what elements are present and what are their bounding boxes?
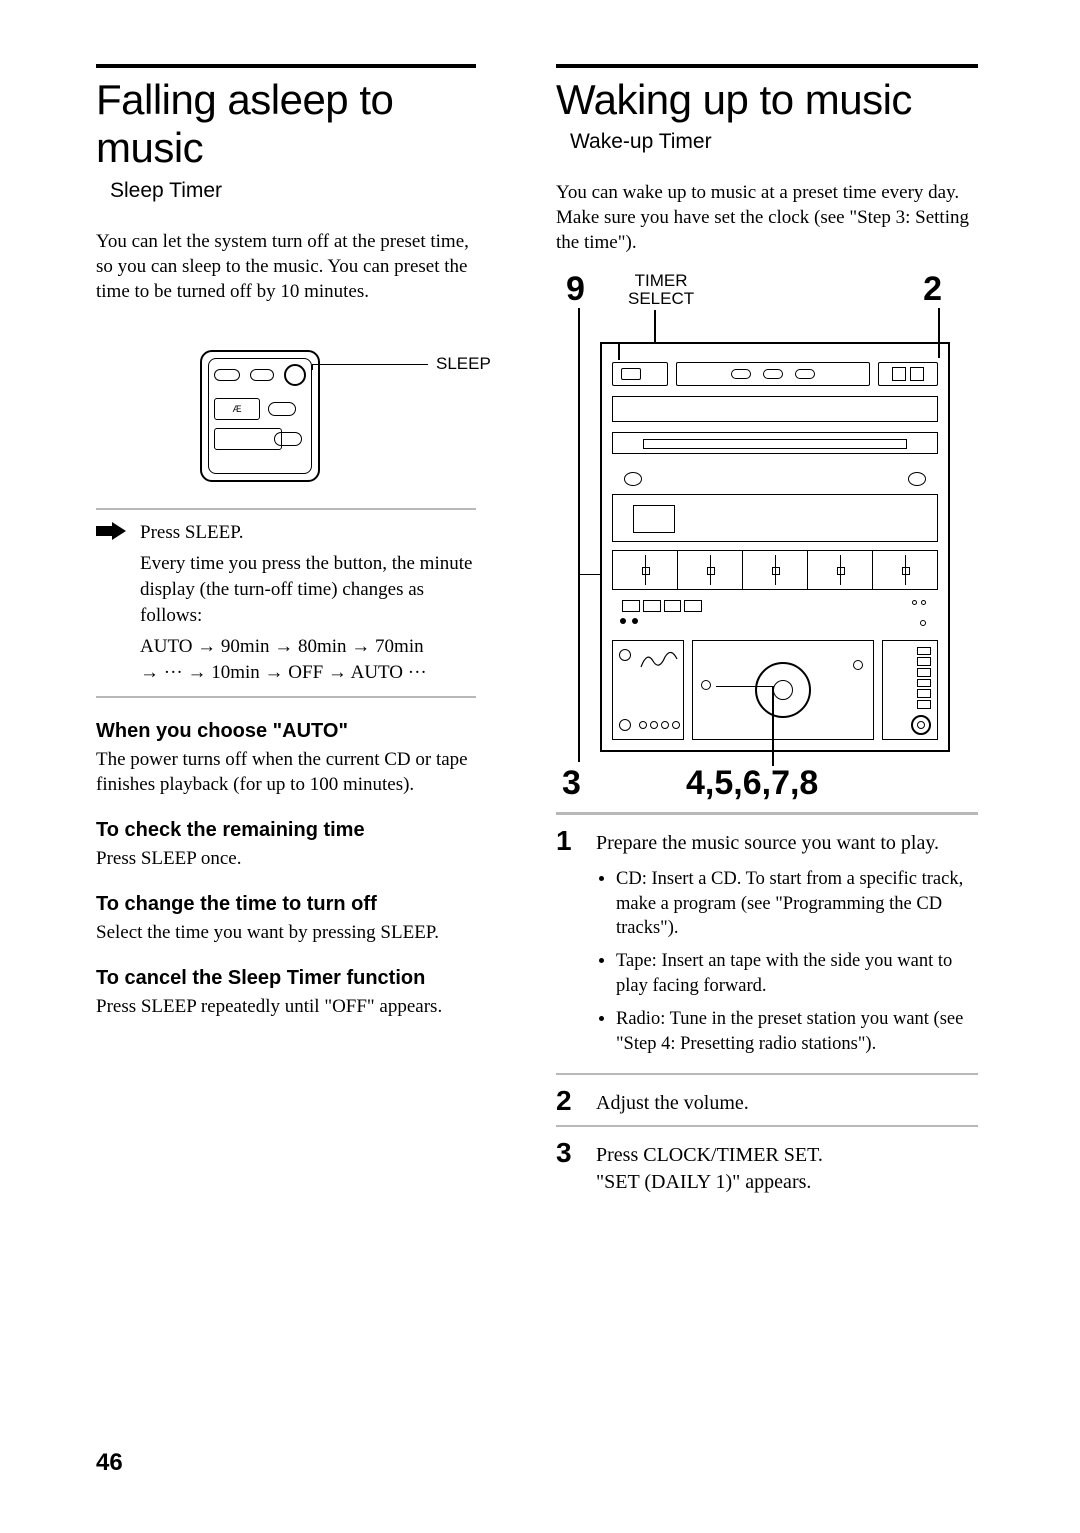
stereo-diagram: 9 TIMER SELECT 2 3 4,5,6,7,8 xyxy=(556,274,978,804)
heading-when-auto: When you choose "AUTO" xyxy=(96,720,476,743)
page-number: 46 xyxy=(96,1449,123,1477)
sleep-intro: You can let the system turn off at the p… xyxy=(96,229,476,304)
heading-change-time: To change the time to turn off xyxy=(96,893,476,916)
step-3-line2: "SET (DAILY 1)" appears. xyxy=(596,1169,978,1196)
section-rule-right xyxy=(556,64,978,68)
subhead-sleep-timer: Sleep Timer xyxy=(110,179,476,203)
step-1-cd: CD: Insert a CD. To start from a specifi… xyxy=(616,867,978,942)
callout-9: 9 xyxy=(566,270,585,309)
step-1-text: Prepare the music source you want to pla… xyxy=(596,832,939,854)
stereo-box xyxy=(600,342,950,752)
step-num-3: 3 xyxy=(556,1139,578,1196)
step-num-2: 2 xyxy=(556,1087,578,1117)
callout-timer: TIMER xyxy=(635,271,688,290)
heading-falling-asleep: Falling asleep to music xyxy=(96,76,476,173)
divider xyxy=(556,812,978,815)
right-column: Waking up to music Wake-up Timer You can… xyxy=(556,76,978,1202)
para-change-time: Select the time you want by pressing SLE… xyxy=(96,920,476,945)
arrow-icon xyxy=(96,520,126,686)
para-when-auto: The power turns off when the current CD … xyxy=(96,747,476,797)
wakeup-intro: You can wake up to music at a preset tim… xyxy=(556,180,978,255)
callout-45678: 4,5,6,7,8 xyxy=(686,764,818,803)
step-2-text: Adjust the volume. xyxy=(596,1087,978,1117)
step-3: 3 Press CLOCK/TIMER SET. "SET (DAILY 1)"… xyxy=(556,1139,978,1196)
callout-2: 2 xyxy=(923,270,942,309)
heading-cancel: To cancel the Sleep Timer function xyxy=(96,967,476,990)
press-sleep-line: Press SLEEP. xyxy=(140,520,476,546)
divider xyxy=(556,1125,978,1127)
heading-check-time: To check the remaining time xyxy=(96,819,476,842)
para-check-time: Press SLEEP once. xyxy=(96,846,476,871)
heading-waking-up: Waking up to music xyxy=(556,76,978,124)
sleep-callout-label: SLEEP xyxy=(436,354,491,374)
step-1-tape: Tape: Insert an tape with the side you w… xyxy=(616,949,978,999)
subhead-wakeup-timer: Wake-up Timer xyxy=(570,130,978,154)
callout-timer-select: TIMER SELECT xyxy=(628,272,694,309)
divider xyxy=(556,1073,978,1075)
step-num-1: 1 xyxy=(556,827,578,1066)
step-2: 2 Adjust the volume. xyxy=(556,1087,978,1117)
divider xyxy=(96,508,476,510)
divider xyxy=(96,696,476,698)
left-column: Falling asleep to music Sleep Timer You … xyxy=(96,76,476,1202)
remote-ae-key: Æ xyxy=(214,398,260,420)
para-cancel: Press SLEEP repeatedly until "OFF" appea… xyxy=(96,994,476,1019)
step-3-line1: Press CLOCK/TIMER SET. xyxy=(596,1142,978,1169)
sequence-line-2: → ··· → 10min → OFF → AUTO ··· xyxy=(140,660,476,686)
section-rule-left xyxy=(96,64,476,68)
press-sleep-block: Press SLEEP. Every time you press the bu… xyxy=(96,520,476,686)
callout-3: 3 xyxy=(562,764,581,803)
press-sleep-desc: Every time you press the button, the min… xyxy=(140,551,476,628)
step-1-radio: Radio: Tune in the preset station you wa… xyxy=(616,1007,978,1057)
remote-diagram: Æ SLEEP xyxy=(96,322,476,492)
callout-select: SELECT xyxy=(628,289,694,308)
step-1: 1 Prepare the music source you want to p… xyxy=(556,827,978,1066)
sequence-line-1: AUTO → 90min → 80min → 70min xyxy=(140,634,476,660)
